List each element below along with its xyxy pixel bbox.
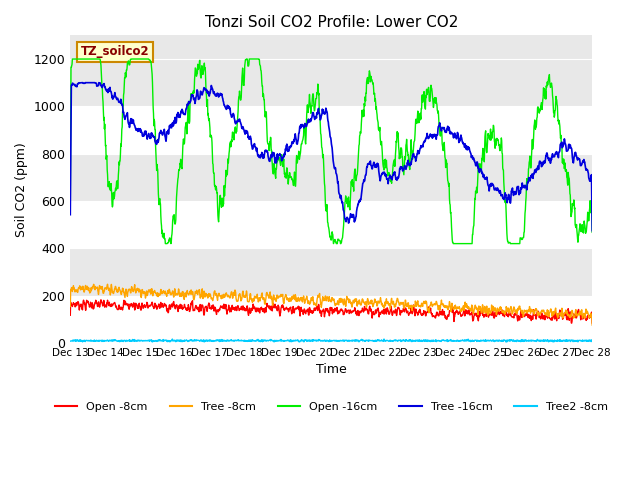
Open -8cm [107, 304, 115, 310]
Open -16cm [289, 177, 296, 182]
Tree -8cm [588, 322, 596, 328]
Tree -16cm [588, 228, 596, 234]
Bar [70, 201, 592, 248]
Tree -8cm [107, 284, 115, 289]
Title: Tonzi Soil CO2 Profile: Lower CO2: Tonzi Soil CO2 Profile: Lower CO2 [205, 15, 458, 30]
Open -16cm [67, 200, 74, 205]
Legend: Open -8cm, Tree -8cm, Open -16cm, Tree -16cm, Tree2 -8cm: Open -8cm, Tree -8cm, Open -16cm, Tree -… [51, 398, 612, 417]
Tree2 -8cm [67, 338, 74, 344]
Open -16cm [300, 134, 307, 140]
Tree2 -8cm [107, 338, 115, 344]
Line: Tree -16cm: Tree -16cm [70, 83, 592, 231]
Tree -8cm [308, 296, 316, 301]
Text: TZ_soilco2: TZ_soilco2 [81, 45, 149, 59]
Open -8cm [364, 309, 371, 314]
Line: Tree2 -8cm: Tree2 -8cm [70, 339, 592, 342]
Open -8cm [67, 312, 74, 318]
Y-axis label: Soil CO2 (ppm): Soil CO2 (ppm) [15, 142, 28, 237]
Tree -16cm [364, 161, 371, 167]
Tree -16cm [129, 117, 136, 122]
Tree2 -8cm [299, 337, 307, 343]
Tree2 -8cm [588, 338, 596, 344]
Tree -8cm [364, 296, 371, 301]
Open -8cm [588, 320, 596, 326]
Tree -16cm [299, 122, 307, 128]
Bar [70, 296, 592, 343]
Line: Open -8cm: Open -8cm [70, 300, 592, 323]
Open -8cm [308, 308, 316, 314]
Open -8cm [288, 310, 296, 315]
Line: Tree -8cm: Tree -8cm [70, 284, 592, 325]
Tree2 -8cm [288, 337, 296, 343]
X-axis label: Time: Time [316, 363, 347, 376]
Tree -8cm [288, 294, 296, 300]
Tree -16cm [308, 112, 316, 118]
Tree2 -8cm [364, 337, 371, 343]
Tree -16cm [288, 139, 296, 144]
Open -8cm [129, 303, 136, 309]
Open -16cm [364, 81, 372, 86]
Tree2 -8cm [79, 339, 86, 345]
Open -16cm [70, 56, 77, 62]
Open -8cm [568, 320, 575, 326]
Tree -8cm [104, 281, 111, 287]
Open -16cm [588, 229, 596, 235]
Line: Open -16cm: Open -16cm [70, 59, 592, 244]
Tree -8cm [299, 295, 307, 300]
Tree2 -8cm [129, 338, 136, 344]
Open -16cm [308, 92, 316, 98]
Open -16cm [129, 56, 136, 62]
Tree -16cm [78, 80, 86, 85]
Tree -16cm [107, 89, 115, 95]
Tree -8cm [67, 303, 74, 309]
Open -16cm [107, 180, 115, 186]
Bar [70, 107, 592, 154]
Open -8cm [97, 297, 105, 303]
Tree -8cm [129, 286, 136, 291]
Open -16cm [161, 241, 169, 247]
Tree2 -8cm [308, 338, 316, 344]
Tree -16cm [67, 212, 74, 217]
Tree2 -8cm [380, 336, 388, 342]
Open -8cm [299, 310, 307, 315]
